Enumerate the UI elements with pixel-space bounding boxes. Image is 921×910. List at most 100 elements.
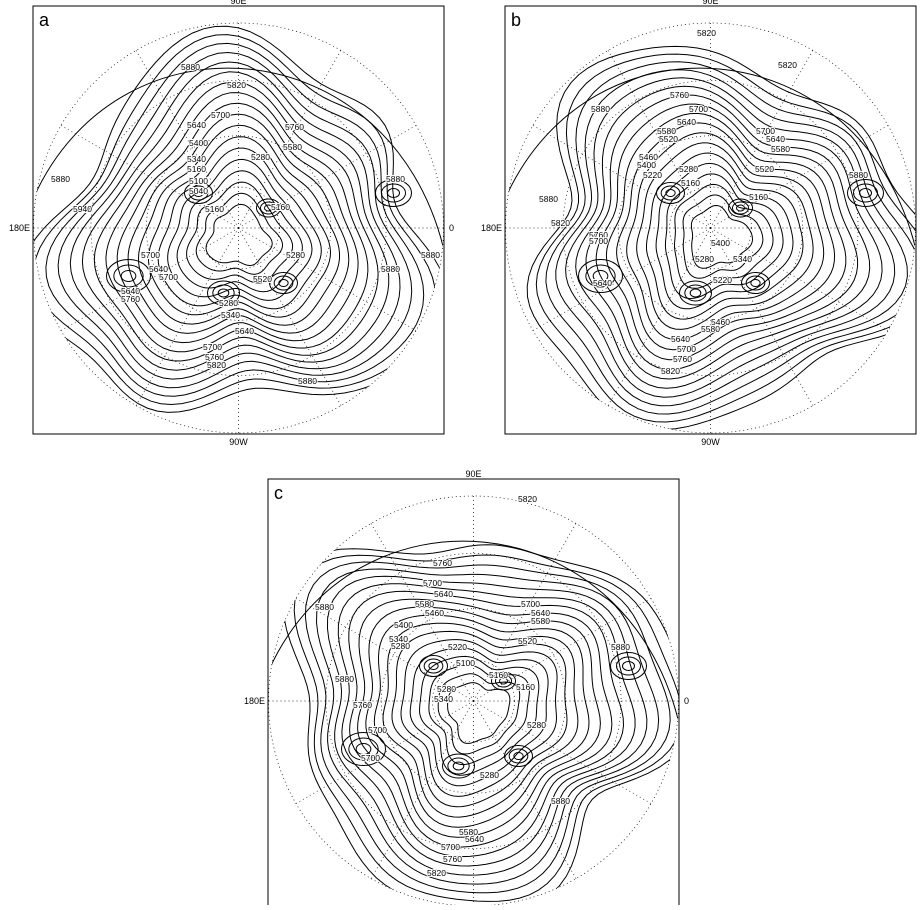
contour-line (158, 148, 321, 309)
contour-label: 5700 (677, 344, 696, 354)
contour-label: 5520 (518, 636, 537, 646)
contour-label: 5280 (527, 720, 546, 730)
contour-label: 5700 (589, 236, 608, 246)
contour-label: 5820 (427, 868, 446, 878)
contour-label: 5220 (713, 275, 732, 285)
contour-label: 5880 (591, 104, 610, 114)
contour-label: 5760 (433, 558, 452, 568)
axis-label-left: 180E (9, 223, 30, 233)
contour-label: 5100 (189, 176, 208, 186)
contour-label: 5820 (697, 28, 716, 38)
contour-label: 5700 (441, 842, 460, 852)
contour-line (58, 53, 412, 388)
contour-cell (690, 289, 701, 297)
contour-label: 5820 (778, 60, 797, 70)
map-panel: a 90E 90W 180E 0 5880 5820 5700 5760 5640 5400 5580… (9, 0, 454, 447)
axis-label-top: 90E (230, 0, 246, 6)
contour-label: 5520 (755, 164, 774, 174)
contour-label: 5760 (121, 294, 140, 304)
contour-label: 5280 (695, 254, 714, 264)
contour-label: 5280 (437, 684, 456, 694)
contour-label: 5760 (443, 854, 462, 864)
contour-label: 5160 (681, 178, 700, 188)
contour-label: 5640 (671, 334, 690, 344)
contour-label: 5880 (539, 194, 558, 204)
contour-label: 5700 (211, 110, 230, 120)
contour-label: 5880 (611, 642, 630, 652)
contour-label: 5460 (425, 608, 444, 618)
contour-label: 5880 (849, 170, 868, 180)
contour-label: 5280 (391, 641, 410, 651)
contour-label: 5760 (353, 700, 372, 710)
contour-label: 5760 (670, 90, 689, 100)
contour-label: 5280 (286, 250, 305, 260)
contour-label: 5160 (187, 164, 206, 174)
contour-label: 5700 (141, 250, 160, 260)
contour-label: 5760 (285, 122, 304, 132)
meridian (711, 228, 889, 331)
contour-label: 5640 (593, 278, 612, 288)
contour-label: 5340 (733, 254, 752, 264)
contour-label: 5640 (235, 326, 254, 336)
contour-label: 5760 (673, 354, 692, 364)
contour-cell (114, 265, 143, 287)
axis-label-bottom: 90W (229, 437, 248, 447)
contour-line (448, 683, 510, 744)
panel-label: a (39, 10, 50, 30)
contour-cell (623, 662, 635, 671)
contour-label: 5160 (516, 682, 535, 692)
meridian (474, 701, 652, 804)
contour-label: 5100 (456, 658, 475, 668)
contours (269, 541, 694, 905)
axis-label-left: 180E (481, 223, 502, 233)
contour-label: 5880 (298, 376, 317, 386)
contour-label: 5580 (283, 142, 302, 152)
contour-label: 5280 (219, 298, 238, 308)
contour-label: 5160 (489, 670, 508, 680)
axis-label-top: 90E (702, 0, 718, 6)
contour-label: 5700 (368, 725, 387, 735)
axis-label-right: 0 (449, 223, 454, 233)
axis-label-bottom: 90W (701, 437, 720, 447)
contour-label: 5400 (394, 620, 413, 630)
contour-label: 5820 (551, 218, 570, 228)
contour-label: 5220 (448, 642, 467, 652)
contour-label: 5160 (271, 202, 290, 212)
contour-label: 5040 (189, 186, 208, 196)
contour-label: 5400 (189, 138, 208, 148)
contour-cell (453, 762, 464, 770)
contour-label: 5340 (221, 310, 240, 320)
contour-label: 5160 (749, 192, 768, 202)
contour-cell (685, 285, 706, 301)
contour-label: 5700 (159, 272, 178, 282)
contour-line (349, 591, 624, 856)
meridian (136, 50, 239, 228)
contour-label: 5340 (434, 694, 453, 704)
meridian (474, 701, 577, 879)
contour-label: 5640 (766, 134, 785, 144)
contour-label: 5700 (423, 578, 442, 588)
contour-label: 5820 (207, 360, 226, 370)
contour-label: 5880 (386, 174, 405, 184)
contour-label: 5820 (518, 494, 537, 504)
figure: a90E90W180E05880582057005760564054005580… (0, 0, 921, 905)
contour-label: 5640 (434, 589, 453, 599)
contour-cell (860, 189, 872, 198)
axis-label-left: 180E (244, 696, 265, 706)
contour-label: 5340 (187, 154, 206, 164)
contour-line (34, 35, 436, 405)
contour-label: 5580 (531, 616, 550, 626)
contour-label: 5280 (679, 164, 698, 174)
contour-label: 5820 (661, 366, 680, 376)
map-panel: c90E90W180E05820576058805700564055805460… (244, 469, 693, 905)
contour-label: 5520 (659, 134, 678, 144)
contour-label: 5640 (187, 120, 206, 130)
contour-line (420, 656, 539, 775)
contour-cell (448, 758, 469, 774)
meridian (371, 523, 474, 701)
contour-label: 5940 (73, 204, 92, 214)
contour-line (383, 623, 578, 817)
panel-label: c (274, 483, 283, 503)
contour-label: 5880 (51, 174, 70, 184)
contour-label: 5580 (771, 144, 790, 154)
